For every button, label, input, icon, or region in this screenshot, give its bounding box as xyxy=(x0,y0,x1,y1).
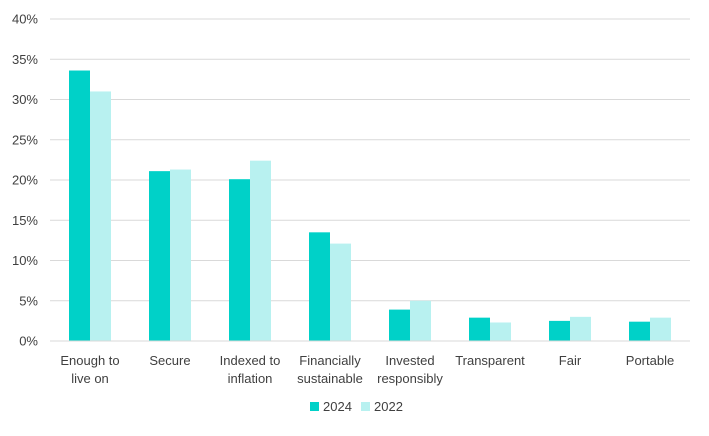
y-axis: 0% 5% 10% 15% 20% 25% 30% 35% 40% xyxy=(12,12,38,349)
y-tick-label: 35% xyxy=(12,52,38,67)
bar-2022 xyxy=(650,317,671,341)
bar-2024 xyxy=(549,320,570,341)
bar-2024 xyxy=(389,309,410,341)
x-category-label: Financially sustainable xyxy=(297,353,363,386)
bar-2024 xyxy=(149,171,170,341)
x-category-label: Enough to live on xyxy=(60,353,119,386)
bar-2024 xyxy=(69,70,90,342)
y-tick-label: 30% xyxy=(12,92,38,107)
bar-2024 xyxy=(309,232,330,341)
x-category-label: Transparent xyxy=(455,353,525,368)
x-axis: Enough to live on Secure Indexed to inflatio… xyxy=(50,340,690,386)
bar-2024 xyxy=(469,317,490,341)
bar-2022 xyxy=(570,316,591,341)
bar-2022 xyxy=(250,160,271,341)
x-category-label: Invested responsibly xyxy=(377,353,443,386)
legend: 2024 2022 xyxy=(310,399,403,414)
y-tick-label: 25% xyxy=(12,132,38,147)
y-tick-label: 0% xyxy=(19,334,38,349)
legend-swatch-2024 xyxy=(310,402,319,411)
bar-2022 xyxy=(490,322,511,341)
y-tick-label: 40% xyxy=(12,12,38,27)
legend-label-2022: 2022 xyxy=(374,399,403,414)
y-tick-label: 15% xyxy=(12,213,38,228)
legend-label-2024: 2024 xyxy=(323,399,352,414)
bar-2022 xyxy=(170,169,191,341)
bar-2024 xyxy=(629,321,650,341)
y-tick-label: 20% xyxy=(12,173,38,188)
bar-2022 xyxy=(330,243,351,341)
legend-swatch-2022 xyxy=(361,402,370,411)
bar-2024 xyxy=(229,179,250,341)
x-category-label: Fair xyxy=(559,353,582,368)
x-category-label: Indexed to inflation xyxy=(220,353,281,386)
bars xyxy=(69,70,671,342)
bar-2022 xyxy=(90,91,111,341)
x-category-label: Portable xyxy=(626,353,674,368)
bar-2022 xyxy=(410,300,431,341)
x-category-label: Secure xyxy=(149,353,190,368)
gridlines xyxy=(50,18,690,342)
y-tick-label: 5% xyxy=(19,293,38,308)
y-tick-label: 10% xyxy=(12,253,38,268)
